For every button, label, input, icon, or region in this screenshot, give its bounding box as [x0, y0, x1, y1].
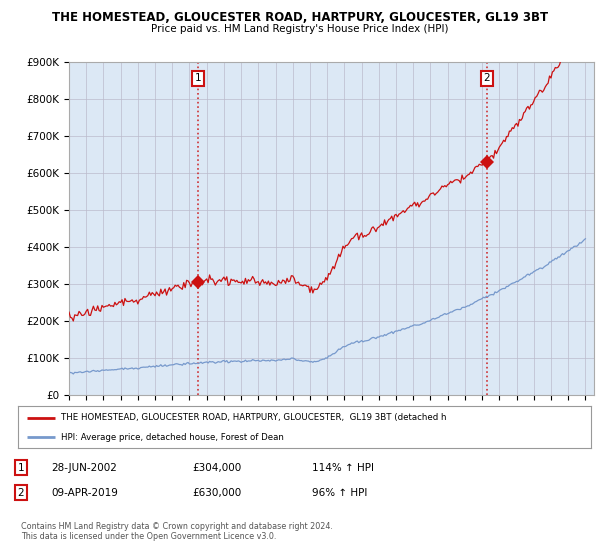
Text: THE HOMESTEAD, GLOUCESTER ROAD, HARTPURY, GLOUCESTER, GL19 3BT: THE HOMESTEAD, GLOUCESTER ROAD, HARTPURY…	[52, 11, 548, 24]
Text: £630,000: £630,000	[192, 488, 241, 498]
Text: 1: 1	[194, 73, 201, 83]
Text: HPI: Average price, detached house, Forest of Dean: HPI: Average price, detached house, Fore…	[61, 432, 284, 442]
Text: 28-JUN-2002: 28-JUN-2002	[51, 463, 117, 473]
Text: 1: 1	[17, 463, 25, 473]
Text: 114% ↑ HPI: 114% ↑ HPI	[312, 463, 374, 473]
Text: Price paid vs. HM Land Registry's House Price Index (HPI): Price paid vs. HM Land Registry's House …	[151, 24, 449, 34]
Text: 09-APR-2019: 09-APR-2019	[51, 488, 118, 498]
Text: £304,000: £304,000	[192, 463, 241, 473]
Text: Contains HM Land Registry data © Crown copyright and database right 2024.
This d: Contains HM Land Registry data © Crown c…	[21, 522, 333, 542]
Text: 2: 2	[17, 488, 25, 498]
Text: THE HOMESTEAD, GLOUCESTER ROAD, HARTPURY, GLOUCESTER,  GL19 3BT (detached h: THE HOMESTEAD, GLOUCESTER ROAD, HARTPURY…	[61, 413, 446, 422]
Text: 96% ↑ HPI: 96% ↑ HPI	[312, 488, 367, 498]
Text: 2: 2	[484, 73, 490, 83]
